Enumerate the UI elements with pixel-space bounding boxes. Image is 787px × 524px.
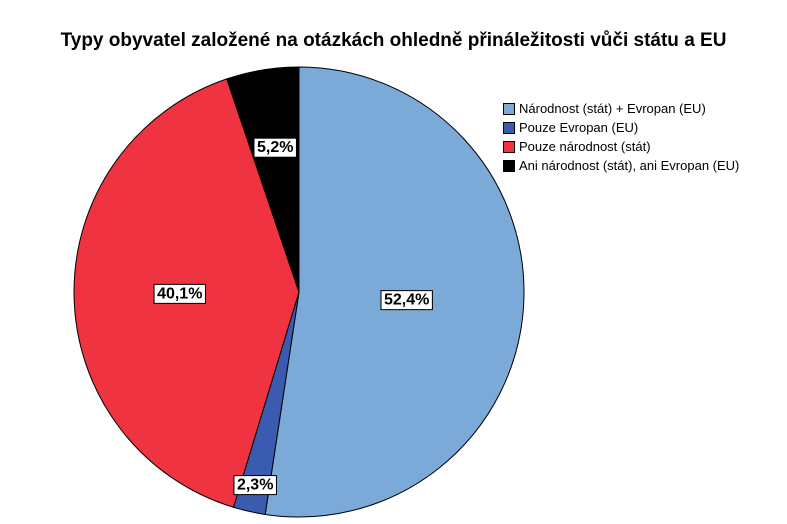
legend-item: Ani národnost (stát), ani Evropan (EU)	[503, 156, 739, 175]
slice-label-box	[380, 290, 433, 311]
legend-label: Ani národnost (stát), ani Evropan (EU)	[519, 158, 740, 173]
legend-item: Pouze národnost (stát)	[503, 137, 739, 156]
slice-label-text: 2,3%	[237, 477, 273, 494]
legend-swatch	[503, 102, 515, 115]
slice-label-box	[233, 475, 277, 496]
slice-data-label: 2,3%	[233, 475, 277, 496]
legend-item: Národnost (stát) + Evropan (EU)	[503, 99, 739, 118]
legend-label: Národnost (stát) + Evropan (EU)	[519, 101, 706, 116]
legend-label: Pouze národnost (stát)	[519, 139, 651, 154]
slice-data-label: 40,1%	[153, 283, 206, 304]
slice-label-text: 52,4%	[384, 292, 429, 309]
slice-data-label: 5,2%	[253, 137, 297, 158]
legend-item: Pouze Evropan (EU)	[503, 118, 739, 137]
legend-swatch	[503, 159, 515, 172]
slice-label-text: 5,2%	[257, 139, 293, 156]
legend-swatch	[503, 140, 515, 153]
slice-label-box	[253, 137, 297, 158]
pie-slice	[226, 66, 300, 293]
slice-label-text: 40,1%	[157, 285, 202, 302]
legend-label: Pouze Evropan (EU)	[519, 120, 639, 135]
slice-label-box	[153, 283, 206, 304]
legend: Národnost (stát) + Evropan (EU) Pouze Evr…	[503, 99, 739, 175]
legend-swatch	[503, 121, 515, 134]
chart-title: Typy obyvatel založené na otázkách ohled…	[60, 30, 727, 51]
slice-data-label: 52,4%	[380, 290, 433, 311]
